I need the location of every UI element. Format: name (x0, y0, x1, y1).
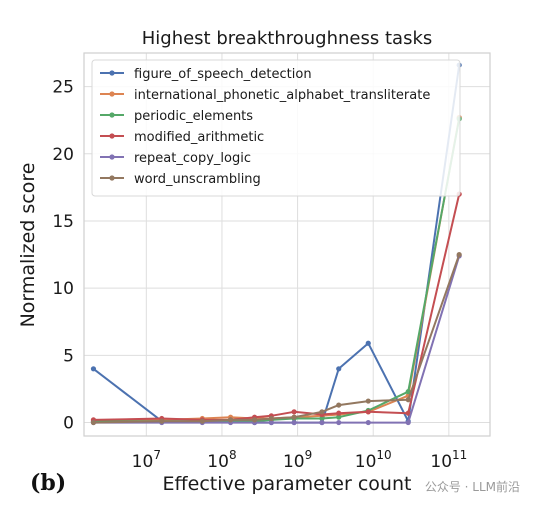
chart-title: Highest breakthroughness tasks (142, 28, 433, 49)
legend-marker (109, 112, 115, 118)
x-tick-label: 107 (132, 448, 161, 472)
legend-marker (109, 154, 115, 160)
data-point (227, 417, 234, 423)
legend-label: repeat_copy_logic (134, 151, 251, 166)
data-point (268, 415, 274, 422)
plot-frame (83, 52, 491, 437)
legend-item: modified_arithmetic (100, 130, 264, 145)
data-point (90, 419, 97, 426)
data-point (291, 409, 297, 415)
data-point (336, 410, 342, 416)
y-tick-label: 25 (52, 78, 74, 98)
y-tick-label: 20 (52, 145, 74, 165)
data-point (251, 417, 258, 423)
legend-item: figure_of_speech_detection (100, 67, 312, 82)
legend-label: periodic_elements (134, 109, 253, 124)
y-axis-label: Normalized score (17, 163, 39, 328)
x-tick-label: 1010 (355, 448, 392, 472)
data-point (291, 414, 297, 420)
data-point (336, 366, 342, 372)
x-tick-label: 108 (207, 448, 236, 472)
series-line (93, 193, 461, 421)
x-tick-label: 1011 (430, 448, 467, 472)
legend-label: word_unscrambling (134, 172, 261, 187)
legend-item: international_phonetic_alphabet_translit… (100, 88, 430, 103)
data-point (365, 398, 371, 404)
data-point (365, 340, 371, 346)
y-tick-label: 15 (52, 212, 74, 232)
data-point (405, 410, 411, 416)
x-tick-label: 109 (283, 448, 312, 472)
legend-box (91, 59, 461, 197)
data-point (268, 419, 274, 426)
x-tick-labels: 107 108 109 1010 1011 (132, 448, 468, 472)
data-point (365, 409, 371, 415)
data-point (405, 389, 411, 395)
legend: figure_of_speech_detection international_… (91, 59, 461, 197)
x-axis-label: Effective parameter count (163, 473, 412, 495)
data-point (456, 251, 462, 258)
data-point (336, 402, 342, 408)
data-point (319, 419, 325, 426)
series-layer (90, 62, 462, 426)
legend-item: word_unscrambling (100, 172, 261, 187)
y-tick-label: 0 (63, 414, 74, 434)
legend-item: periodic_elements (100, 109, 253, 124)
data-point (405, 419, 411, 426)
legend-label: figure_of_speech_detection (134, 67, 312, 82)
data-point (336, 414, 342, 420)
legend-marker (109, 91, 115, 97)
y-tick-label: 10 (52, 279, 74, 299)
data-point (336, 419, 342, 426)
watermark: 公众号 · LLM前沿 (425, 479, 520, 494)
series-word_unscrambling (90, 251, 462, 426)
legend-label: modified_arithmetic (134, 130, 264, 145)
data-point (291, 419, 297, 426)
legend-item: repeat_copy_logic (100, 151, 251, 166)
data-point (319, 409, 325, 415)
series-line (93, 255, 461, 424)
y-tick-label: 5 (63, 346, 74, 366)
panel-label: (b) (30, 470, 66, 496)
legend-marker (109, 70, 115, 76)
data-point (319, 415, 325, 422)
data-point (90, 366, 97, 372)
legend-label: international_phonetic_alphabet_translit… (134, 88, 430, 103)
data-point (365, 419, 371, 426)
legend-marker (109, 133, 115, 139)
data-point (159, 418, 165, 424)
data-point (405, 397, 411, 403)
series-line (93, 254, 461, 424)
data-point (199, 418, 205, 424)
y-tick-labels: 0 5 10 15 20 25 (52, 78, 74, 434)
legend-marker (109, 175, 115, 181)
